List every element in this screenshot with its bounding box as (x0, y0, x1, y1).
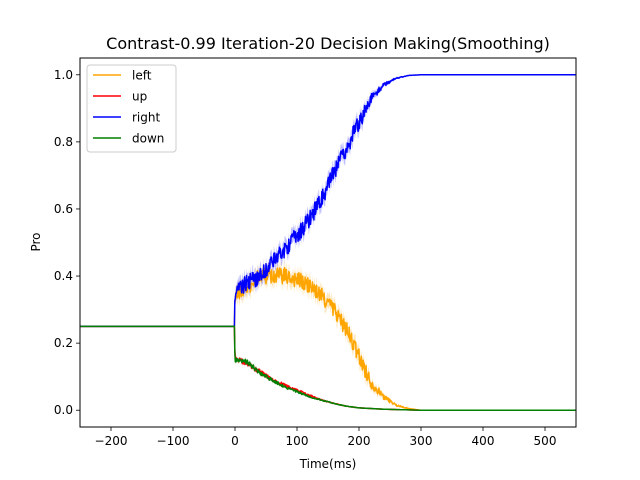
legend: left up right down (86, 64, 177, 153)
x-tick-label: −200 (95, 434, 128, 448)
x-axis: −200 −100 0 100 200 300 400 500 (95, 427, 557, 448)
y-tick-label: 0.6 (54, 202, 73, 216)
x-tick-label: 100 (286, 434, 309, 448)
chart-title: Contrast-0.99 Iteration-20 Decision Maki… (106, 34, 550, 53)
legend-label-right: right (132, 111, 160, 125)
legend-label-down: down (132, 132, 164, 146)
y-tick-label: 0.2 (54, 336, 73, 350)
y-tick-label: 0.0 (54, 403, 73, 417)
y-tick-label: 1.0 (54, 68, 73, 82)
y-tick-label: 0.8 (54, 135, 73, 149)
x-tick-label: 400 (472, 434, 495, 448)
line-down (80, 325, 576, 411)
x-tick-label: 200 (348, 434, 371, 448)
x-axis-label: Time(ms) (299, 457, 357, 471)
x-tick-label: −100 (157, 434, 190, 448)
x-tick-label: 0 (231, 434, 239, 448)
legend-label-left: left (132, 69, 152, 83)
x-tick-label: 500 (534, 434, 557, 448)
y-axis: 0.0 0.2 0.4 0.6 0.8 1.0 (54, 68, 80, 417)
series-lines (80, 74, 576, 411)
y-axis-label: Pro (29, 232, 43, 251)
legend-box (86, 64, 177, 153)
y-tick-label: 0.4 (54, 269, 73, 283)
legend-label-up: up (132, 90, 147, 104)
x-tick-label: 300 (410, 434, 433, 448)
plot-frame (79, 57, 577, 428)
